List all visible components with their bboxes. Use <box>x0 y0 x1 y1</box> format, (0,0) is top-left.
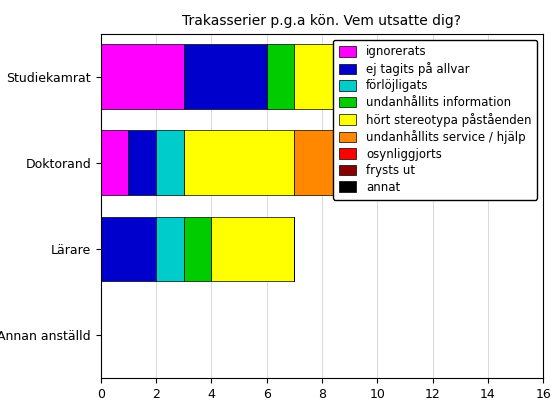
Bar <box>101 217 156 281</box>
Bar <box>101 45 184 109</box>
Bar <box>184 131 295 195</box>
Bar <box>184 217 212 281</box>
Bar <box>156 217 184 281</box>
Bar <box>101 131 128 195</box>
Bar <box>156 131 184 195</box>
Bar <box>405 45 432 109</box>
Bar <box>128 131 156 195</box>
Bar <box>211 217 295 281</box>
Legend: ignorerats, ej tagits på allvar, förlöjligats, undanhållits information, hört st: ignorerats, ej tagits på allvar, förlöjl… <box>333 39 537 200</box>
Bar <box>184 45 267 109</box>
Title: Trakasserier p.g.a kön. Vem utsatte dig?: Trakasserier p.g.a kön. Vem utsatte dig? <box>183 14 461 28</box>
Bar <box>295 45 405 109</box>
Bar <box>267 45 295 109</box>
Bar <box>295 131 349 195</box>
